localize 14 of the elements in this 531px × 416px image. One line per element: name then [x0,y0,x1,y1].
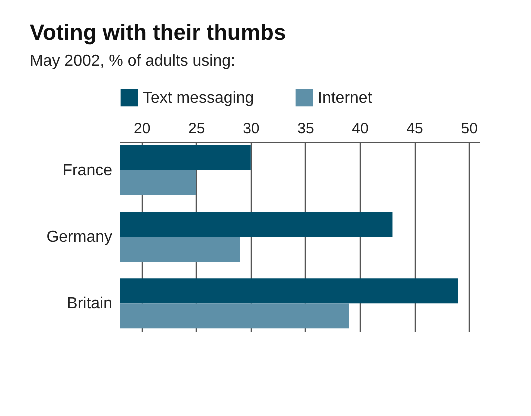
chart-subtitle: May 2002, % of adults using: [30,53,236,70]
x-tick-label: 50 [461,120,478,138]
x-tick-label: 20 [134,120,151,138]
legend-label: Text messaging [143,90,254,107]
x-tick-label: 45 [406,120,424,138]
x-tick-label: 30 [243,120,260,138]
x-tick-label: 35 [298,120,314,138]
x-tick-label: 25 [188,120,206,138]
y-tick-label: Germany [46,229,112,246]
chart-title: Voting with their thumbs [30,20,286,45]
legend-label: Internet [318,90,373,107]
y-tick-label: France [62,162,113,180]
y-tick-label: Britain [67,296,112,313]
x-tick-label: 40 [352,120,369,138]
